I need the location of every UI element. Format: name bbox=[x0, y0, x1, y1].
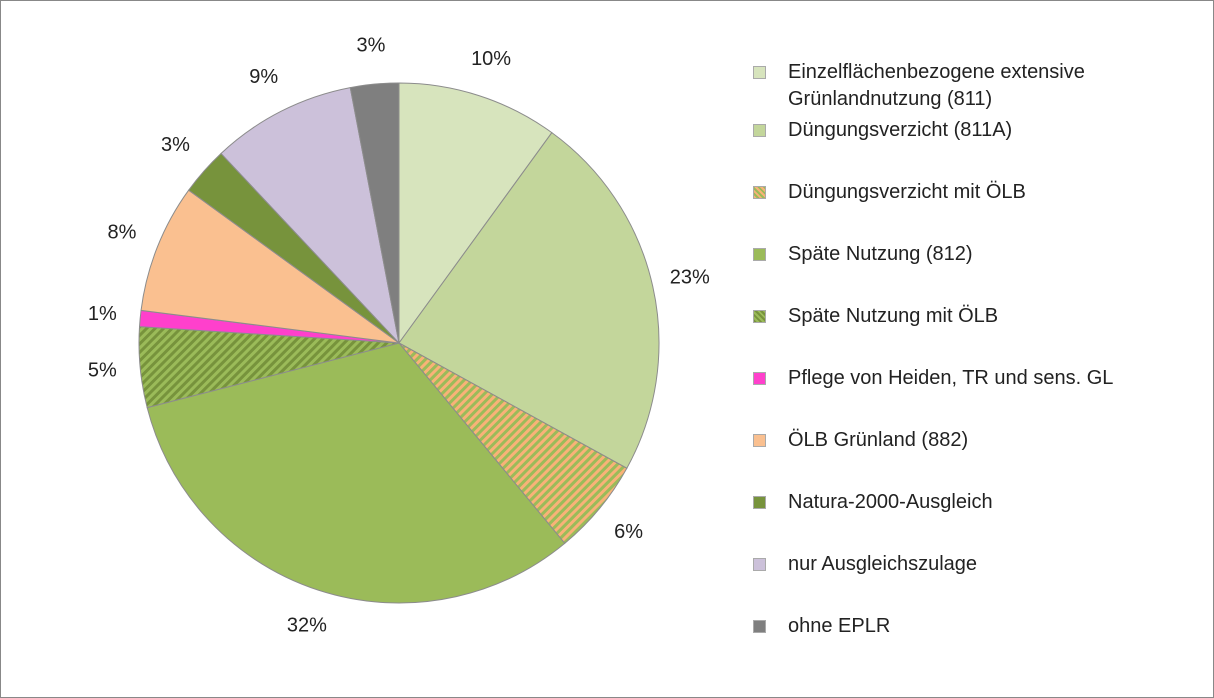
legend-label: Späte Nutzung mit ÖLB bbox=[788, 305, 999, 327]
legend-item: Natura-2000-Ausgleich bbox=[753, 489, 1188, 516]
legend-swatch bbox=[753, 434, 766, 447]
legend-swatch bbox=[753, 310, 766, 323]
pie-slice bbox=[220, 87, 400, 345]
data-label: 3% bbox=[357, 35, 386, 57]
legend-swatch bbox=[753, 124, 766, 137]
data-label: 5% bbox=[88, 359, 117, 381]
legend-label: Pflege von Heiden, TR und sens. GL bbox=[788, 367, 1114, 389]
pie-slice bbox=[349, 82, 400, 344]
legend-swatch bbox=[753, 248, 766, 261]
legend-item: Späte Nutzung (812) bbox=[753, 241, 1188, 268]
data-label: 10% bbox=[471, 48, 511, 70]
legend-item: Einzelflächenbezogene extensive Grünland… bbox=[753, 59, 1188, 113]
legend-label: Düngungsverzicht (811A) bbox=[788, 119, 1013, 141]
legend-item: nur Ausgleichszulage bbox=[753, 551, 1188, 578]
legend-label: Düngungsverzicht mit ÖLB bbox=[788, 181, 1026, 203]
legend-label: ohne EPLR bbox=[788, 615, 891, 637]
legend-item: Späte Nutzung mit ÖLB bbox=[753, 303, 1188, 330]
data-label: 9% bbox=[249, 66, 278, 88]
legend-swatch bbox=[753, 372, 766, 385]
legend-swatch bbox=[753, 558, 766, 571]
data-label: 8% bbox=[107, 222, 136, 244]
legend-item: ÖLB Grünland (882) bbox=[753, 427, 1188, 454]
legend-item: Düngungsverzicht mit ÖLB bbox=[753, 179, 1188, 206]
data-label: 6% bbox=[614, 521, 643, 543]
pie-slice bbox=[146, 342, 566, 604]
legend-swatch bbox=[753, 66, 766, 79]
legend-label: Späte Nutzung (812) bbox=[788, 243, 973, 265]
legend-label: Einzelflächenbezogene extensive Grünland… bbox=[788, 61, 1085, 110]
legend-swatch bbox=[753, 496, 766, 509]
data-label: 1% bbox=[88, 303, 117, 325]
data-label: 3% bbox=[161, 134, 190, 156]
pie-slice bbox=[140, 189, 400, 344]
data-label: 32% bbox=[287, 615, 327, 637]
legend-item: Pflege von Heiden, TR und sens. GL bbox=[753, 365, 1188, 392]
legend-swatch bbox=[753, 620, 766, 633]
data-label: 23% bbox=[670, 266, 710, 288]
legend-label: ÖLB Grünland (882) bbox=[788, 429, 969, 451]
pie-slice bbox=[398, 82, 553, 345]
legend-label: Natura-2000-Ausgleich bbox=[788, 491, 993, 513]
legend-swatch bbox=[753, 186, 766, 199]
legend-item: Düngungsverzicht (811A) bbox=[753, 117, 1188, 144]
legend-item: ohne EPLR bbox=[753, 613, 1188, 640]
legend-label: nur Ausgleichszulage bbox=[788, 553, 978, 575]
pie-slice bbox=[398, 131, 660, 469]
